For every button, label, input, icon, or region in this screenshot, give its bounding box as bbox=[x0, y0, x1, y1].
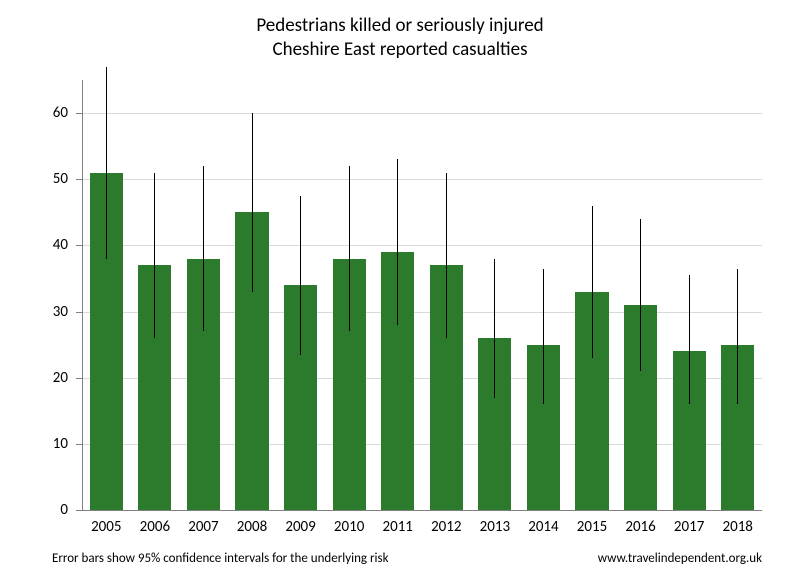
y-axis-label: 0 bbox=[28, 501, 68, 519]
error-bar bbox=[154, 173, 155, 338]
x-axis-label: 2007 bbox=[188, 518, 218, 536]
grid-line bbox=[82, 378, 762, 379]
error-bar bbox=[300, 196, 301, 355]
footer-note-right: www.travelindependent.org.uk bbox=[598, 551, 762, 566]
x-axis-label: 2017 bbox=[674, 518, 704, 536]
y-axis-label: 20 bbox=[28, 369, 68, 387]
grid-line bbox=[82, 113, 762, 114]
x-axis-label: 2005 bbox=[91, 518, 121, 536]
x-axis-label: 2006 bbox=[140, 518, 170, 536]
x-axis bbox=[82, 510, 762, 511]
y-axis-label: 30 bbox=[28, 303, 68, 321]
grid-line bbox=[82, 245, 762, 246]
x-axis-label: 2009 bbox=[285, 518, 315, 536]
title-line-2: Cheshire East reported casualties bbox=[272, 38, 527, 61]
error-bar bbox=[106, 67, 107, 259]
grid-line bbox=[82, 179, 762, 180]
x-axis-label: 2018 bbox=[722, 518, 752, 536]
y-axis-label: 40 bbox=[28, 236, 68, 254]
x-axis-label: 2008 bbox=[237, 518, 267, 536]
y-axis-label: 60 bbox=[28, 104, 68, 122]
chart-title: Pedestrians killed or seriously injured … bbox=[0, 14, 800, 62]
x-axis-label: 2016 bbox=[625, 518, 655, 536]
x-axis-label: 2015 bbox=[577, 518, 607, 536]
x-axis-label: 2014 bbox=[528, 518, 558, 536]
error-bar bbox=[640, 219, 641, 371]
error-bar bbox=[349, 166, 350, 331]
error-bar bbox=[397, 159, 398, 324]
error-bar bbox=[543, 269, 544, 405]
error-bar bbox=[252, 113, 253, 292]
y-axis bbox=[82, 80, 83, 510]
error-bar bbox=[494, 259, 495, 398]
x-axis-label: 2013 bbox=[480, 518, 510, 536]
x-axis-label: 2012 bbox=[431, 518, 461, 536]
plot-area: 0102030405060200520062007200820092010201… bbox=[82, 80, 762, 510]
error-bar bbox=[446, 173, 447, 338]
error-bar bbox=[737, 269, 738, 405]
error-bar bbox=[592, 206, 593, 358]
x-axis-label: 2011 bbox=[382, 518, 412, 536]
y-axis-label: 10 bbox=[28, 435, 68, 453]
x-axis-label: 2010 bbox=[334, 518, 364, 536]
grid-line bbox=[82, 312, 762, 313]
title-line-1: Pedestrians killed or seriously injured bbox=[256, 14, 543, 37]
footer-note-left: Error bars show 95% confidence intervals… bbox=[52, 551, 389, 566]
error-bar bbox=[203, 166, 204, 331]
error-bar bbox=[689, 275, 690, 404]
grid-line bbox=[82, 444, 762, 445]
y-axis-label: 50 bbox=[28, 170, 68, 188]
